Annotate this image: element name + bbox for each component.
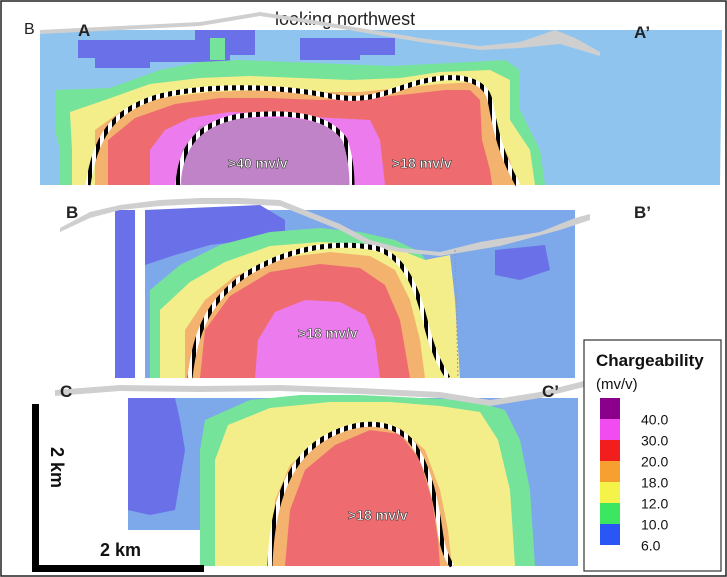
horizontal-scale-label: 2 km (100, 540, 141, 560)
legend-label: 18.0 (641, 475, 668, 491)
section-b-end-label: B’ (634, 203, 651, 222)
section-b-annotation-1: >18 mv/v (298, 325, 358, 341)
contour-40-a (175, 111, 355, 186)
legend-label: 10.0 (641, 517, 668, 533)
legend-label: 40.0 (641, 412, 668, 428)
legend-label: 6.0 (641, 538, 661, 554)
view-direction-label: looking northwest (275, 9, 415, 29)
contour-18-b (187, 242, 451, 380)
legend-label: 30.0 (641, 433, 668, 449)
legend-title: Chargeability (596, 351, 704, 370)
horizontal-scale-bar (32, 565, 204, 572)
legend-label: 12.0 (641, 496, 668, 512)
section-a-annotation-1: >40 mv/v (228, 155, 288, 171)
legend-swatch (600, 440, 620, 461)
section-a-end-label: A’ (634, 23, 650, 42)
legend-unit: (mv/v) (596, 376, 638, 393)
scale-bars: 2 km 2 km (32, 404, 204, 572)
contour-18-c (267, 421, 455, 568)
legend-label: 20.0 (641, 454, 668, 470)
contour-18-a (85, 75, 521, 187)
legend-swatch (600, 524, 620, 545)
cross-section-b: B B’ >18 mv/v (60, 198, 651, 380)
section-c-annotation-1: >18 mv/v (348, 507, 408, 523)
legend-swatch (600, 461, 620, 482)
legend-swatch (600, 503, 620, 524)
vertical-scale-bar (32, 404, 39, 568)
section-c-start-label: C (60, 382, 72, 401)
section-b-start-label: B (66, 203, 78, 222)
legend-swatch (600, 419, 620, 440)
section-a-annotation-2: >18 mv/v (392, 155, 452, 171)
panel-letter: B (24, 21, 35, 38)
legend: Chargeability (mv/v) 40.0 30.0 20.0 18.0 12.… (583, 339, 722, 572)
cross-section-c: C C’ >18 mv/v (55, 378, 600, 568)
legend-swatch (600, 482, 620, 503)
cross-section-a: A A’ >40 mv/v >18 mv/v (40, 12, 727, 187)
section-c-end-label: C’ (542, 382, 559, 401)
section-a-start-label: A (78, 21, 90, 40)
vertical-scale-label: 2 km (47, 447, 67, 488)
legend-swatch (600, 398, 620, 419)
